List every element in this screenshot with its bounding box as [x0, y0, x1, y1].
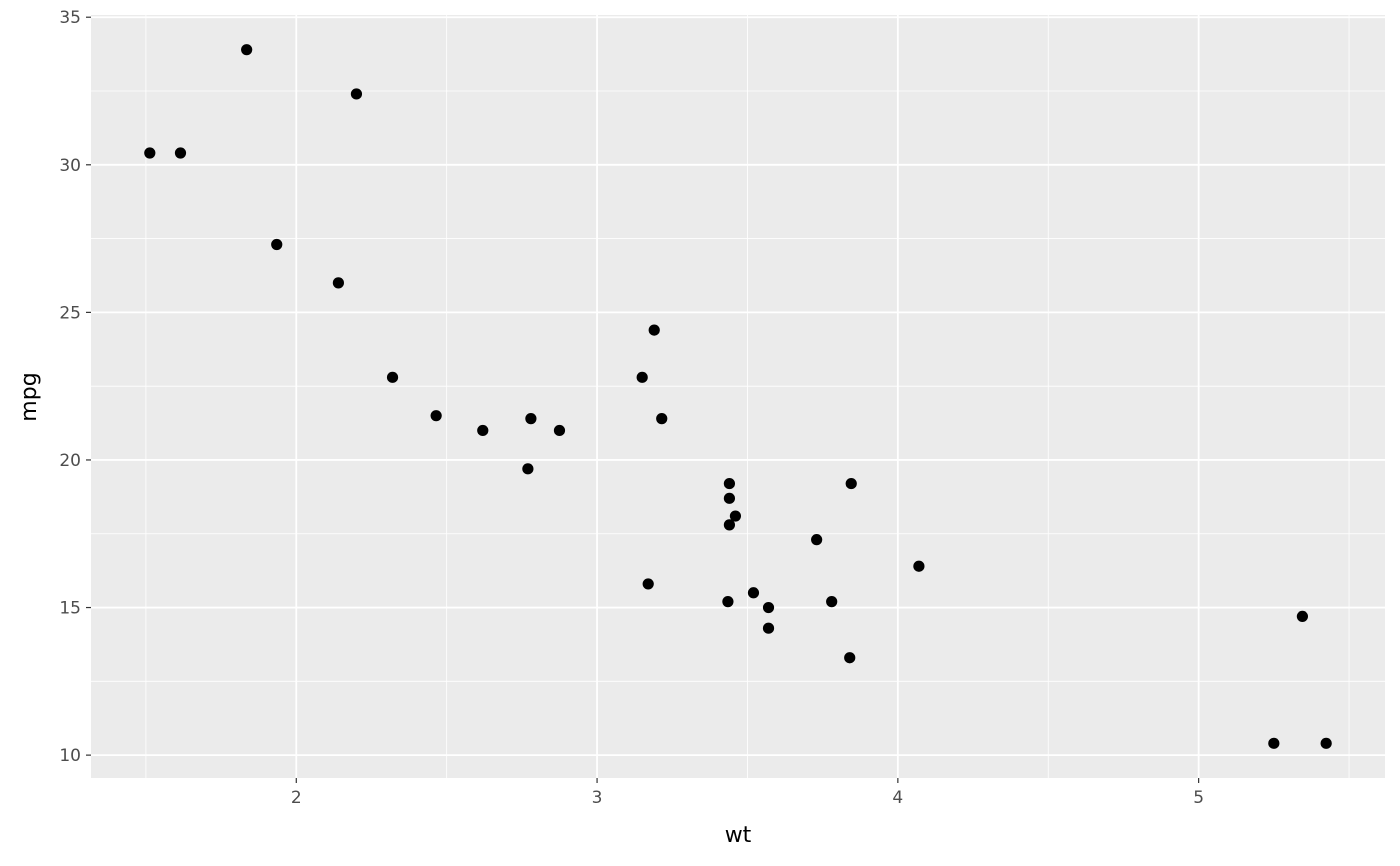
- data-point: [553, 424, 566, 437]
- data-point: [477, 424, 489, 437]
- data-point: [826, 596, 838, 608]
- axes: 2 3 4 5 10 15 20 25 30 35 wt mpg: [17, 8, 1204, 848]
- data-point: [350, 88, 363, 100]
- data-point: [522, 463, 534, 475]
- y-tick-label: 20: [59, 451, 81, 471]
- x-axis-title: wt: [725, 823, 752, 848]
- minor-gridlines: [91, 15, 1385, 778]
- data-point: [723, 477, 736, 490]
- data-point: [636, 371, 648, 383]
- x-tick-label: 2: [291, 788, 302, 808]
- y-axis-title: mpg: [17, 372, 42, 421]
- x-tick-label: 4: [892, 788, 903, 808]
- data-point: [762, 601, 775, 614]
- data-point: [747, 587, 760, 599]
- y-tick-label: 30: [59, 156, 81, 176]
- x-tick-label: 5: [1193, 788, 1204, 808]
- data-point: [762, 622, 775, 634]
- data-point: [271, 238, 283, 251]
- data-point: [144, 147, 156, 159]
- data-point: [845, 477, 857, 490]
- y-tick-label: 35: [59, 8, 81, 28]
- data-point: [1296, 610, 1309, 622]
- data-point: [656, 413, 668, 425]
- data-point: [723, 492, 736, 504]
- x-tick-label: 3: [592, 788, 603, 808]
- data-point: [430, 410, 442, 422]
- data-point: [642, 578, 654, 590]
- data-point: [1268, 737, 1280, 749]
- data-point: [174, 147, 187, 159]
- y-tick-label: 15: [59, 599, 81, 619]
- y-tick-label: 10: [59, 746, 81, 766]
- major-gridlines: [91, 15, 1385, 778]
- data-point: [241, 44, 253, 56]
- data-points: [144, 44, 1332, 749]
- y-tick-label: 25: [59, 303, 81, 323]
- data-point: [811, 534, 823, 546]
- data-point: [722, 596, 734, 608]
- data-point: [332, 277, 344, 289]
- data-point: [525, 413, 537, 425]
- data-point: [1320, 737, 1332, 749]
- data-point: [386, 371, 399, 383]
- plot-panel: [91, 15, 1385, 778]
- data-point: [729, 510, 742, 522]
- data-point: [723, 519, 736, 531]
- data-point: [913, 560, 925, 572]
- data-point: [844, 652, 856, 664]
- data-point: [648, 324, 660, 336]
